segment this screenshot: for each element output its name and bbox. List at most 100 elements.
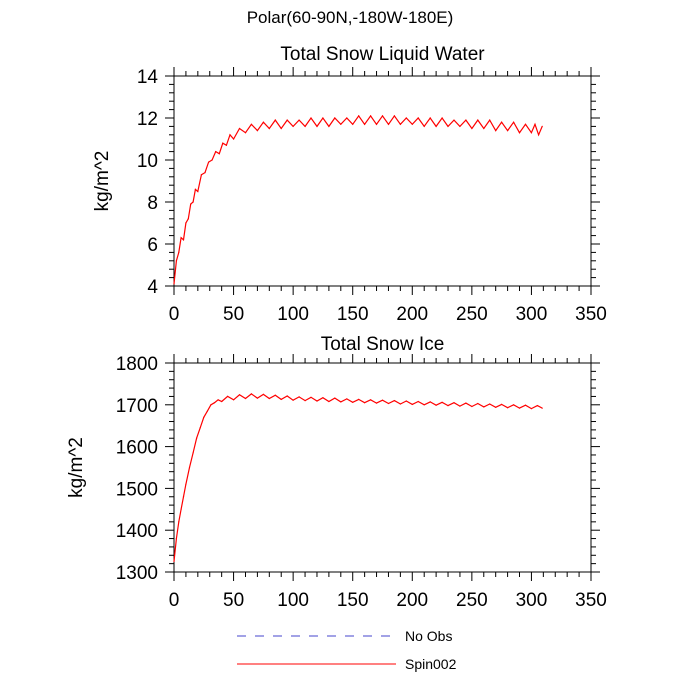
x-tick-label: 50	[223, 304, 244, 325]
data-point	[215, 151, 217, 153]
data-point	[375, 123, 378, 125]
data-point	[465, 119, 467, 121]
data-point	[453, 119, 455, 121]
data-point	[188, 466, 191, 469]
data-point	[495, 130, 497, 132]
data-point	[393, 400, 395, 402]
data-point	[238, 394, 241, 396]
data-point	[447, 405, 449, 407]
data-point	[483, 406, 485, 408]
data-point	[322, 117, 324, 119]
data-point	[465, 402, 467, 404]
data-point	[229, 134, 231, 136]
data-point	[334, 117, 336, 119]
data-point	[393, 115, 395, 117]
data-point	[298, 119, 300, 121]
data-point	[477, 402, 479, 405]
y-tick-label: 1500	[116, 479, 158, 500]
data-point	[203, 416, 205, 418]
data-point	[352, 401, 354, 403]
panel-title: Total Snow Ice	[321, 334, 445, 355]
data-point	[536, 405, 539, 407]
data-point	[233, 399, 235, 401]
y-tick-label: 1600	[116, 438, 158, 459]
data-point	[173, 560, 175, 563]
data-point	[225, 144, 227, 146]
data-point	[417, 117, 419, 119]
x-tick-label: 350	[575, 590, 607, 611]
data-point	[304, 400, 306, 402]
data-point	[459, 125, 461, 127]
data-point	[187, 218, 189, 220]
legend-label: Spin002	[405, 656, 457, 672]
data-point	[518, 407, 521, 409]
data-point	[292, 125, 294, 127]
data-point	[194, 188, 196, 190]
x-tick-label: 100	[277, 304, 309, 325]
data-point	[358, 398, 360, 400]
data-point	[310, 117, 312, 119]
data-point	[381, 115, 384, 117]
data-point	[340, 401, 342, 403]
data-point	[538, 134, 540, 136]
data-point	[435, 404, 437, 406]
data-point	[399, 403, 401, 405]
data-point	[178, 521, 180, 523]
data-point	[489, 119, 491, 121]
data-point	[178, 251, 180, 253]
data-point	[274, 119, 276, 121]
y-tick-label: 14	[137, 67, 159, 88]
data-point	[268, 127, 270, 130]
data-point	[180, 237, 182, 239]
data-point	[399, 123, 401, 125]
data-point	[185, 222, 187, 224]
x-tick-label: 200	[396, 304, 428, 325]
x-tick-label: 50	[223, 590, 244, 611]
data-point	[316, 400, 318, 402]
figure-title: Polar(60-90N,-180W-180E)	[246, 8, 454, 27]
data-point	[489, 403, 491, 405]
data-point	[340, 123, 342, 125]
data-point	[453, 402, 455, 404]
data-point	[441, 117, 443, 119]
data-point	[441, 401, 443, 403]
data-point	[280, 398, 282, 400]
data-point	[185, 483, 187, 485]
data-point	[222, 142, 224, 144]
chart-panel-2: Total Snow Ice 0 50 100 150 200 250 300 350 1300 1…	[66, 334, 607, 611]
data-point	[405, 400, 407, 402]
data-point	[175, 260, 177, 262]
data-point	[507, 407, 509, 409]
x-tick-label: 250	[456, 590, 488, 611]
y-axis-label: kg/m^2	[66, 437, 87, 498]
data-point	[477, 119, 479, 121]
data-point	[423, 404, 425, 406]
panel-title: Total Snow Liquid Water	[280, 44, 485, 65]
data-point	[387, 402, 390, 405]
series-line-spin002	[173, 393, 543, 562]
data-point	[244, 132, 247, 134]
data-point	[471, 127, 473, 130]
data-point	[199, 427, 201, 429]
data-point	[495, 406, 497, 408]
data-point	[370, 399, 372, 401]
data-point	[256, 130, 258, 132]
y-tick-label: 4	[147, 277, 158, 298]
x-tick-label: 150	[337, 590, 369, 611]
data-point	[286, 119, 288, 121]
data-point	[173, 283, 175, 285]
plot-frame	[173, 362, 592, 573]
data-point	[447, 125, 449, 127]
data-point	[358, 115, 360, 117]
data-point	[310, 396, 312, 398]
y-axis-label: kg/m^2	[92, 151, 113, 212]
data-point	[423, 125, 425, 127]
data-point	[328, 400, 330, 403]
legend: No Obs Spin002	[237, 628, 457, 672]
y-tick-label: 6	[147, 235, 158, 256]
data-point	[233, 138, 235, 140]
data-point	[274, 394, 276, 396]
y-tick-label: 1800	[116, 354, 158, 375]
data-point	[197, 190, 199, 193]
data-point	[218, 153, 220, 155]
